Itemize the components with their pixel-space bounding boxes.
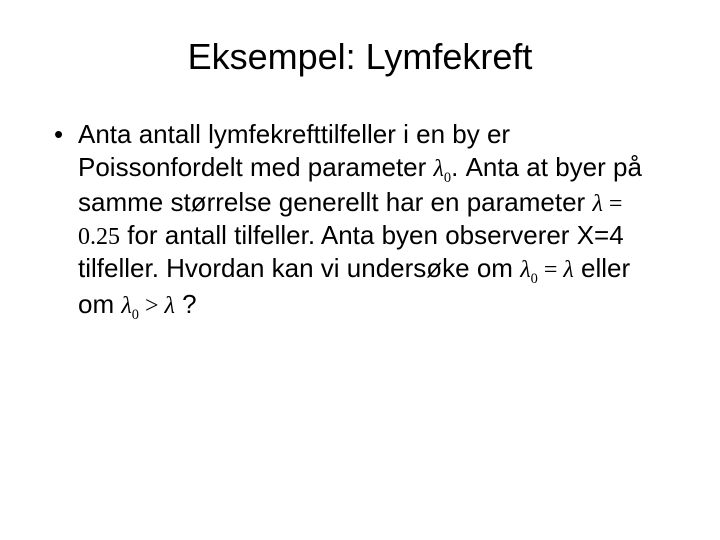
bullet-item: Anta antall lymfekrefttilfeller i en by … xyxy=(50,118,670,324)
slide-container: Eksempel: Lymfekreft Anta antall lymfekr… xyxy=(0,0,720,540)
math-lambda0: λ0 xyxy=(434,156,452,182)
math-compare-gt: λ0 > λ xyxy=(121,293,175,319)
slide-title: Eksempel: Lymfekreft xyxy=(50,36,670,78)
text-segment-5: ? xyxy=(175,289,197,319)
math-compare-eq: λ0 = λ xyxy=(520,257,574,283)
bullet-list: Anta antall lymfekrefttilfeller i en by … xyxy=(50,118,670,324)
